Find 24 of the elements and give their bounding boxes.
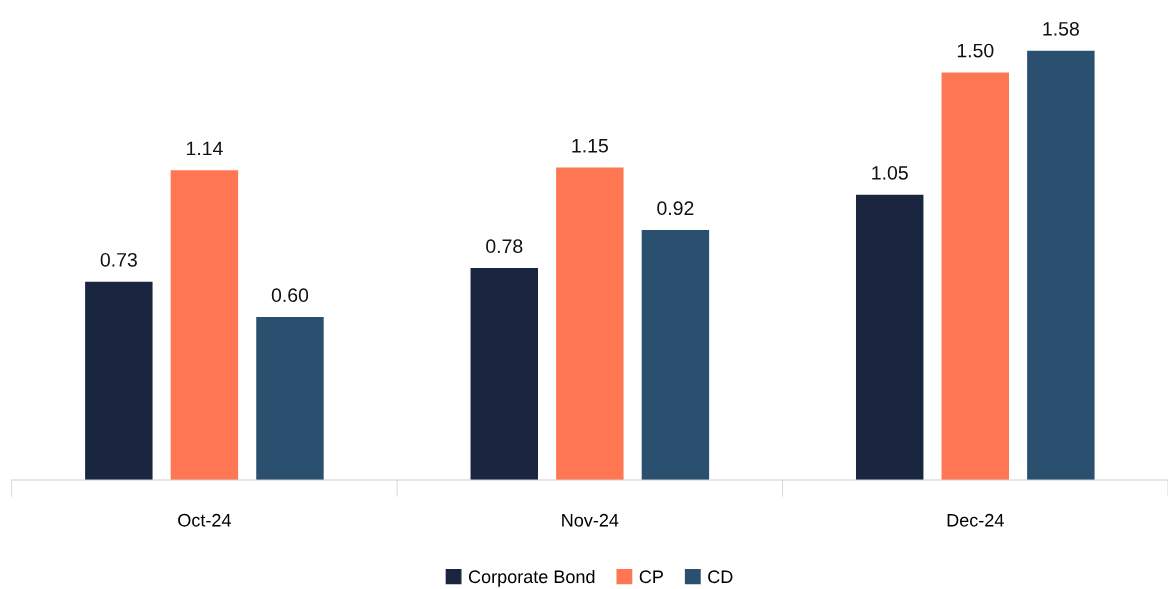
bar xyxy=(470,268,538,481)
x-tick-label: Nov-24 xyxy=(562,513,619,527)
x-tick-label: Dec-24 xyxy=(947,513,1004,527)
data-label: 0.73 xyxy=(100,252,137,267)
bar xyxy=(556,167,624,481)
data-label: 0.78 xyxy=(486,239,523,254)
bar xyxy=(1027,50,1095,481)
data-label: 1.58 xyxy=(1043,21,1079,36)
bar xyxy=(85,281,153,481)
data-label: 1.14 xyxy=(186,141,223,156)
data-label: 1.50 xyxy=(957,43,994,58)
x-tick-label: Oct-24 xyxy=(178,513,231,527)
bar xyxy=(941,72,1010,481)
bar xyxy=(855,194,924,481)
data-label: 0.92 xyxy=(657,201,694,216)
data-label: 1.05 xyxy=(872,165,908,180)
data-label: 1.15 xyxy=(572,139,608,153)
bar xyxy=(170,170,239,481)
data-label: 0.60 xyxy=(271,288,309,303)
legend-label: Corporate Bond xyxy=(468,569,595,587)
bar xyxy=(641,230,710,481)
legend-label: CP xyxy=(639,570,663,584)
bar xyxy=(256,316,324,481)
legend-label: CD xyxy=(708,570,733,584)
